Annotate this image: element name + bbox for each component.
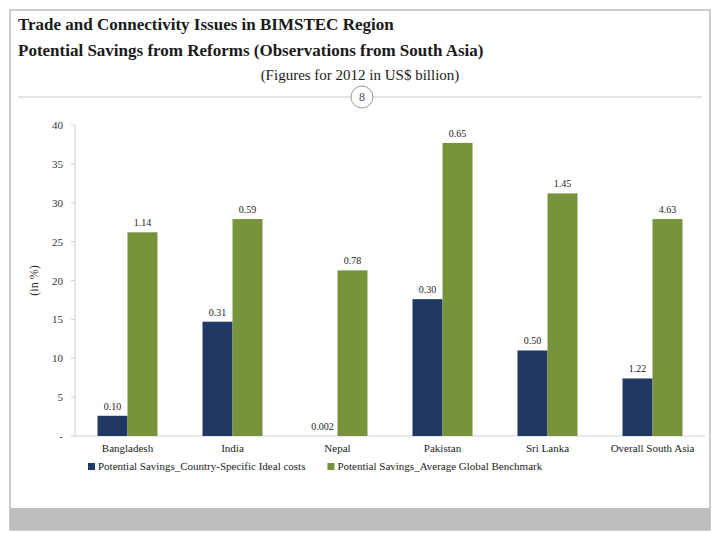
bar-annotation: 0.65 (449, 128, 467, 139)
bar-annotation: 0.30 (419, 284, 437, 295)
legend-swatch (327, 463, 334, 470)
data-labels: 0.10 1.14 0.31 0.59 0.002 0.78 0.30 0.65 0.50 1.4… (104, 128, 677, 432)
y-tick (71, 163, 75, 164)
legend-label: Potential Savings_Average Global Benchma… (337, 460, 542, 472)
bar (518, 350, 548, 436)
y-tick-label: 15 (52, 313, 64, 325)
y-tick (71, 280, 75, 281)
bar (338, 270, 368, 436)
y-tick (71, 241, 75, 242)
page-number: 8 (359, 90, 365, 104)
bar-annotation: 0.78 (344, 255, 362, 266)
x-tick-label: Overall South Asia (611, 442, 695, 454)
bar-annotation: 1.14 (134, 217, 152, 228)
bar (548, 193, 578, 436)
bar (233, 219, 263, 436)
y-tick (71, 125, 75, 126)
bar-annotation: 1.22 (629, 363, 647, 374)
bar-annotation: 1.45 (554, 178, 572, 189)
x-tick-label: Bangladesh (102, 442, 154, 454)
x-axis-line (75, 436, 705, 437)
bar (128, 232, 158, 436)
y-tick-label: 25 (52, 236, 64, 248)
y-tick-label: 5 (58, 391, 64, 403)
x-tick-label: Sri Lanka (526, 442, 569, 454)
chart: Trade and Connectivity Issues in BIMSTEC… (0, 0, 720, 540)
y-tick-label: 40 (52, 119, 64, 131)
bar (653, 219, 683, 436)
subtitle: Potential Savings from Reforms (Observat… (18, 41, 483, 60)
bar-annotation: 0.59 (239, 204, 257, 215)
bar-annotation: 0.10 (104, 401, 122, 412)
y-tick (71, 319, 75, 320)
y-tick-label: 20 (52, 275, 64, 287)
bar (98, 416, 128, 436)
bar (203, 322, 233, 436)
y-tick-label: 35 (52, 158, 64, 170)
bar-annotation: 0.50 (524, 335, 542, 346)
bar-annotation: 4.63 (659, 204, 677, 215)
x-tick-label: India (221, 442, 244, 454)
footer-bar (10, 508, 710, 530)
x-tick-label: Pakistan (424, 442, 462, 454)
bar-annotation: 0.002 (311, 421, 334, 432)
y-tick-label: - (59, 430, 63, 442)
legend-label: Potential Savings_Country-Specific Ideal… (98, 460, 305, 472)
bar (413, 299, 443, 436)
y-tick (71, 397, 75, 398)
y-tick (71, 202, 75, 203)
title: Trade and Connectivity Issues in BIMSTEC… (18, 15, 394, 34)
y-tick-label: 10 (52, 352, 64, 364)
x-tick-label: Nepal (324, 442, 350, 454)
bars (98, 143, 683, 436)
caption: (Figures for 2012 in US$ billion) (261, 67, 460, 84)
y-tick (71, 436, 75, 437)
y-tick-label: 30 (52, 197, 64, 209)
y-tick (71, 358, 75, 359)
bar-annotation: 0.31 (209, 307, 227, 318)
bar (308, 436, 338, 437)
bar (623, 378, 653, 436)
bar (443, 143, 473, 436)
page-badge (351, 86, 373, 108)
slide-frame (10, 10, 710, 530)
y-axis-label: (in %) (27, 265, 41, 295)
legend-swatch (88, 463, 95, 470)
legend: Potential Savings_Country-Specific Ideal… (88, 460, 543, 472)
